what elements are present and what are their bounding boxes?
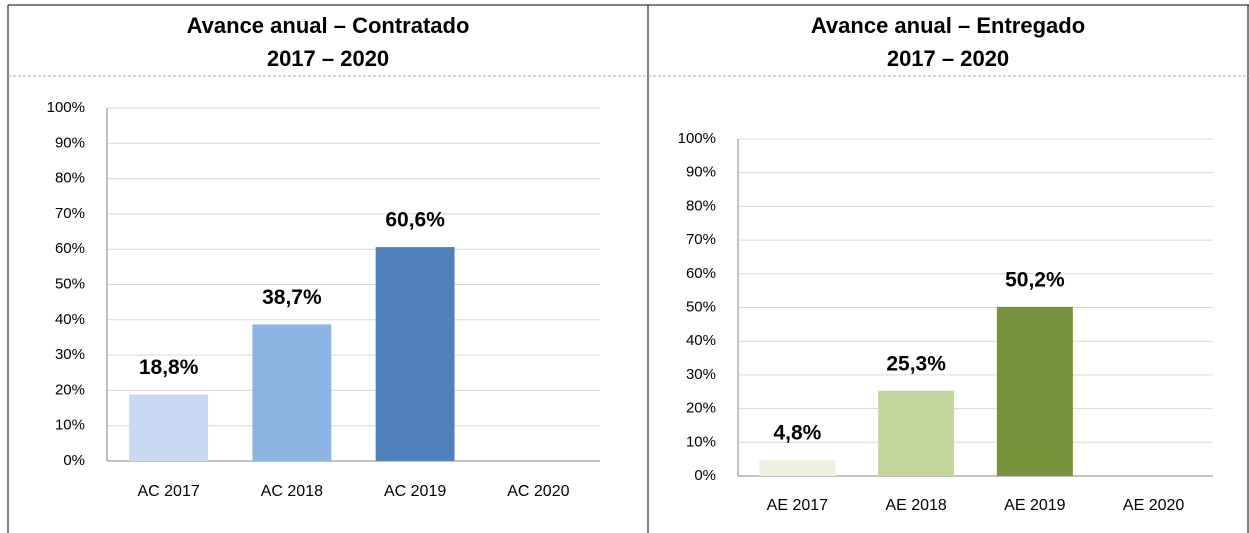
- x-tick-label: AC 2018: [261, 483, 323, 500]
- x-tick-label: AE 2017: [767, 497, 828, 514]
- data-label: 50,2%: [1005, 268, 1065, 291]
- x-tick-label: AC 2020: [507, 483, 569, 500]
- y-tick-label: 100%: [678, 130, 716, 147]
- y-tick-label: 30%: [55, 346, 85, 363]
- y-tick-label: 60%: [686, 265, 716, 282]
- bar: [759, 459, 836, 476]
- bar: [252, 324, 332, 461]
- chart-subtitle: 2017 – 2020: [887, 46, 1009, 71]
- y-tick-label: 70%: [55, 205, 85, 222]
- bar: [129, 394, 209, 461]
- x-tick-label: AE 2020: [1123, 497, 1184, 514]
- data-label: 25,3%: [886, 352, 946, 375]
- y-tick-label: 20%: [55, 381, 85, 398]
- y-tick-label: 70%: [686, 231, 716, 248]
- y-tick-label: 60%: [55, 240, 85, 257]
- chart-title: Avance anual – Contratado: [187, 13, 470, 38]
- data-label: 18,8%: [139, 356, 199, 379]
- data-label: 38,7%: [262, 286, 322, 309]
- y-tick-label: 90%: [55, 134, 85, 151]
- bar: [375, 247, 455, 461]
- y-tick-label: 30%: [686, 366, 716, 383]
- y-tick-label: 100%: [47, 99, 85, 116]
- x-tick-label: AE 2018: [885, 497, 946, 514]
- data-label: 4,8%: [773, 421, 821, 444]
- y-tick-label: 0%: [694, 467, 716, 484]
- chart-subtitle: 2017 – 2020: [267, 46, 389, 71]
- x-tick-label: AC 2017: [137, 483, 199, 500]
- y-tick-label: 50%: [55, 275, 85, 292]
- y-tick-label: 80%: [55, 170, 85, 187]
- y-tick-label: 90%: [686, 164, 716, 181]
- bar: [996, 306, 1073, 476]
- y-tick-label: 20%: [686, 400, 716, 417]
- y-tick-label: 80%: [686, 197, 716, 214]
- y-tick-label: 10%: [686, 433, 716, 450]
- y-tick-label: 40%: [55, 311, 85, 328]
- chart-title: Avance anual – Entregado: [811, 13, 1085, 38]
- y-tick-label: 50%: [686, 298, 716, 315]
- y-tick-label: 40%: [686, 332, 716, 349]
- x-tick-label: AE 2019: [1004, 497, 1065, 514]
- data-label: 60,6%: [385, 209, 445, 232]
- bar: [878, 390, 955, 476]
- y-tick-label: 10%: [55, 417, 85, 434]
- y-tick-label: 0%: [63, 452, 85, 469]
- x-tick-label: AC 2019: [384, 483, 446, 500]
